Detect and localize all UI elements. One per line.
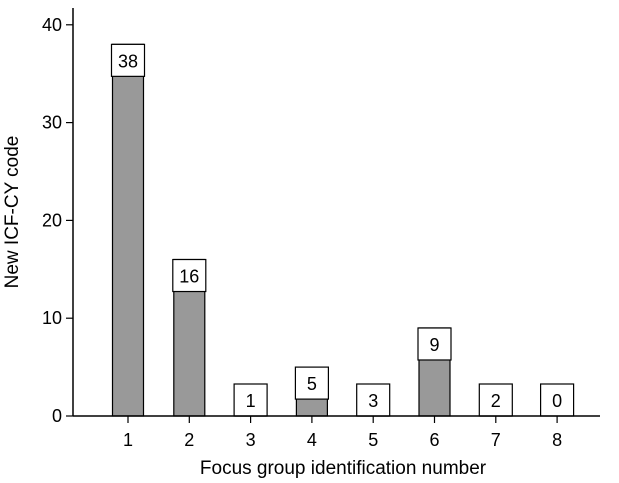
y-tick-label: 40 [42, 15, 62, 35]
data-label-box [417, 327, 452, 361]
axes-layer [72, 8, 600, 417]
x-axis-title: Focus group identification number [200, 458, 487, 479]
data-label-box [110, 43, 146, 77]
data-label: 0 [552, 391, 562, 411]
data-label: 1 [246, 391, 256, 411]
y-ticks-layer: 0 10 20 30 40 [42, 15, 73, 426]
data-label: 38 [118, 51, 138, 71]
x-tick-label: 7 [491, 430, 501, 450]
x-tick-label: 3 [246, 430, 256, 450]
y-tick-label: 10 [42, 308, 62, 328]
data-label: 5 [307, 374, 317, 394]
x-tick-label: 1 [123, 430, 133, 450]
data-label-box [172, 258, 207, 293]
data-label-box [356, 383, 391, 417]
x-tick-label: 6 [429, 430, 439, 450]
x-ticks-layer: 1 2 3 4 5 6 7 8 [123, 416, 562, 450]
data-label: 2 [491, 391, 501, 411]
x-tick-label: 2 [184, 430, 194, 450]
y-axis-title: New ICF-CY code [2, 136, 23, 289]
x-tick-label: 5 [368, 430, 378, 450]
data-label: 16 [179, 267, 199, 287]
x-tick-label: 4 [307, 430, 317, 450]
data-labels-layer: 38 16 1 5 3 9 2 0 [110, 43, 575, 417]
y-tick-label: 30 [42, 113, 62, 133]
data-label: 3 [368, 391, 378, 411]
data-label-box [233, 383, 268, 417]
data-label-box [294, 366, 329, 400]
data-label: 9 [429, 335, 439, 355]
y-tick-label: 20 [42, 210, 62, 230]
data-label-box [539, 383, 575, 417]
bar [111, 43, 145, 417]
x-tick-label: 8 [552, 430, 562, 450]
y-tick-label: 0 [52, 406, 62, 426]
